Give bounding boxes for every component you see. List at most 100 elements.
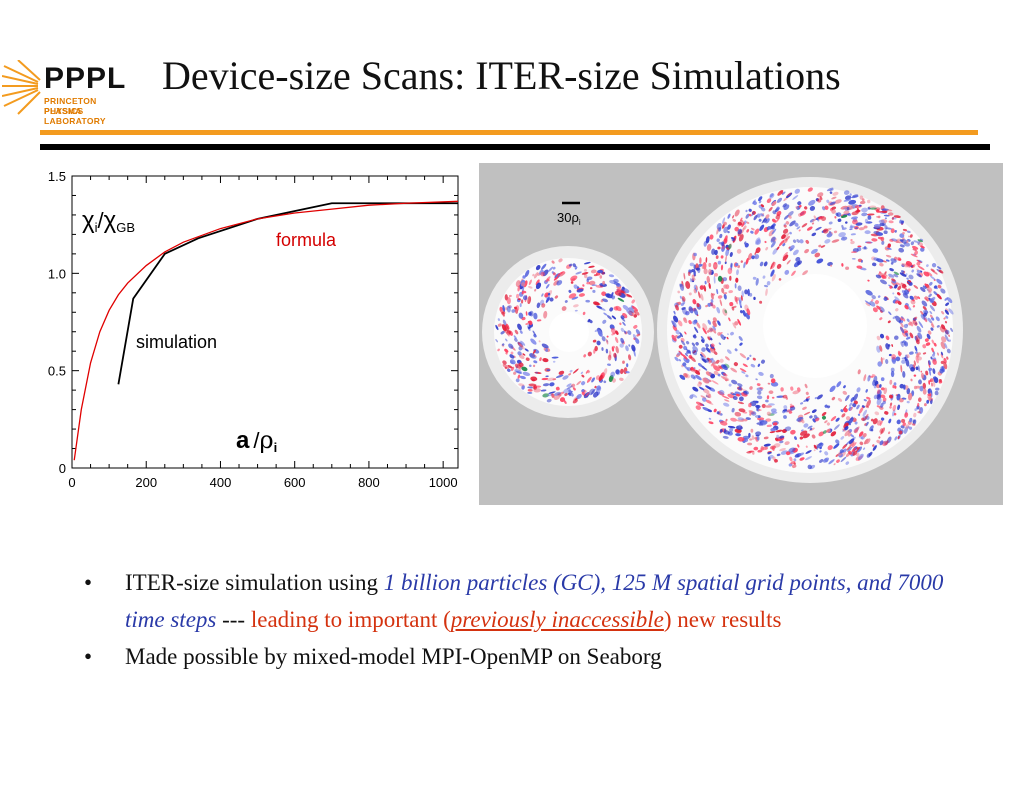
turbulence-blob: [706, 330, 710, 333]
turbulence-blob: [737, 285, 742, 291]
turbulence-blob: [677, 290, 681, 294]
turbulence-blob: [700, 335, 706, 342]
turbulence-blob: [783, 238, 788, 244]
turbulence-blob: [936, 293, 942, 300]
turbulence-blob: [691, 393, 698, 398]
turbulence-blob: [719, 233, 723, 239]
turbulence-blob: [754, 254, 760, 260]
y-tick-label: 1.0: [48, 266, 66, 281]
turbulence-blob: [876, 258, 884, 263]
turbulence-blob: [755, 278, 759, 286]
turbulence-blob: [833, 424, 840, 430]
turbulence-blob: [918, 259, 923, 263]
turbulence-blob: [895, 240, 899, 244]
turbulence-blob: [571, 296, 579, 300]
turbulence-blob: [900, 425, 905, 429]
x-tick-label: 1000: [429, 475, 458, 490]
turbulence-blob: [757, 415, 761, 418]
turbulence-blob: [935, 316, 940, 322]
turbulence-blob: [782, 254, 789, 262]
turbulence-blob: [849, 193, 852, 196]
turbulence-blob: [688, 306, 694, 314]
turbulence-blob: [772, 422, 778, 426]
turbulence-blob: [587, 351, 592, 357]
turbulence-blob: [808, 199, 816, 206]
turbulence-blob: [848, 438, 855, 445]
turbulence-blob: [840, 236, 848, 241]
turbulence-blob: [748, 292, 753, 297]
turbulence-blob: [721, 287, 725, 294]
turbulence-blob: [722, 277, 728, 282]
turbulence-blob: [695, 285, 698, 291]
turbulence-blob: [573, 304, 579, 308]
turbulence-blob: [863, 447, 866, 450]
turbulence-blob: [904, 304, 909, 310]
turbulence-blob: [805, 398, 809, 402]
turbulence-blob: [566, 385, 573, 390]
turbulence-blob: [736, 269, 739, 276]
turbulence-blob: [545, 283, 550, 289]
turbulence-blob: [854, 421, 858, 425]
turbulence-blob: [890, 367, 895, 372]
turbulence-blob: [900, 322, 904, 328]
turbulence-blob: [927, 393, 932, 397]
turbulence-blob: [852, 403, 857, 408]
turbulence-blob: [923, 317, 928, 323]
turbulence-blob: [804, 248, 810, 254]
turbulence-blob: [756, 239, 761, 245]
turbulence-blob: [572, 368, 579, 374]
turbulence-blob: [552, 360, 556, 363]
turbulence-blob: [727, 230, 730, 234]
turbulence-blob: [735, 262, 739, 267]
turbulence-blob: [737, 417, 745, 421]
turbulence-blob: [751, 411, 757, 416]
turbulence-blob: [898, 258, 902, 261]
turbulence-blob: [858, 453, 864, 461]
turbulence-blob: [702, 407, 710, 412]
turbulence-blob: [529, 352, 536, 358]
turbulence-blob: [944, 320, 948, 324]
turbulence-blob: [535, 279, 540, 286]
turbulence-blob: [780, 387, 784, 392]
turbulence-blob: [898, 247, 905, 253]
turbulence-blob: [707, 302, 711, 307]
turbulence-blob: [782, 228, 789, 234]
turbulence-blob: [897, 285, 902, 291]
turbulence-blob: [735, 433, 741, 437]
turbulence-blob: [593, 391, 599, 398]
turbulence-blob: [535, 371, 539, 374]
turbulence-blob: [710, 349, 715, 353]
turbulence-blob: [727, 224, 731, 230]
turbulence-blob: [843, 210, 850, 215]
turbulence-blob: [943, 362, 948, 370]
turbulence-blob: [917, 265, 925, 271]
turbulence-blob: [850, 224, 853, 229]
turbulence-blob: [507, 333, 510, 337]
turbulence-blob: [688, 320, 692, 325]
turbulence-blob: [819, 446, 823, 450]
turbulence-blob: [767, 452, 771, 455]
turbulence-blob: [834, 216, 837, 219]
turbulence-blob: [716, 306, 721, 314]
turbulence-blob: [594, 328, 599, 332]
turbulence-blob: [796, 239, 800, 243]
turbulence-blob: [851, 257, 856, 260]
turbulence-blob: [723, 226, 729, 234]
turbulence-blob: [857, 369, 861, 375]
turbulence-blob: [755, 431, 762, 436]
turbulence-blob: [871, 295, 876, 300]
turbulence-blob: [913, 374, 917, 377]
turbulence-blob: [784, 269, 790, 275]
turbulence-blob: [930, 382, 934, 387]
turbulence-blob: [673, 310, 676, 314]
turbulence-blob: [794, 188, 800, 194]
turbulence-blob: [848, 199, 857, 205]
turbulence-blob: [879, 262, 884, 267]
turbulence-blob: [811, 222, 815, 225]
turbulence-blob: [757, 390, 762, 395]
turbulence-blob: [552, 272, 556, 276]
turbulence-blob: [908, 274, 914, 280]
turbulence-blob: [944, 334, 949, 342]
turbulence-blob: [755, 400, 759, 404]
turbulence-blob: [554, 295, 559, 299]
